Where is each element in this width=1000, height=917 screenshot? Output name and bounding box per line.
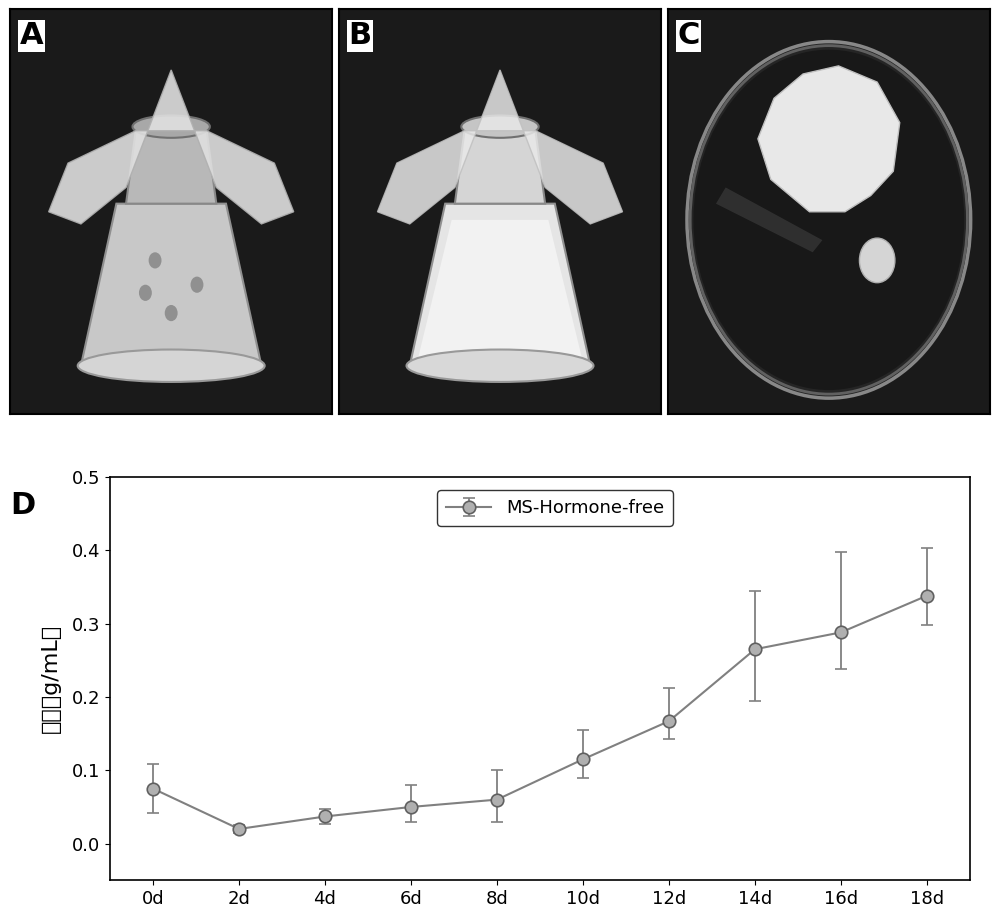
Polygon shape: [126, 131, 216, 204]
Text: C: C: [677, 21, 700, 50]
Legend: MS-Hormone-free: MS-Hormone-free: [437, 490, 673, 526]
Circle shape: [693, 50, 964, 390]
Ellipse shape: [461, 116, 539, 138]
Circle shape: [687, 41, 971, 398]
Circle shape: [149, 252, 162, 269]
Y-axis label: 鲜重（g/mL）: 鲜重（g/mL）: [41, 624, 61, 734]
Ellipse shape: [407, 349, 593, 382]
Circle shape: [191, 277, 203, 293]
Polygon shape: [416, 220, 584, 366]
Polygon shape: [49, 70, 294, 224]
Polygon shape: [455, 131, 545, 204]
Ellipse shape: [78, 349, 265, 382]
Polygon shape: [378, 70, 622, 224]
Text: A: A: [20, 21, 43, 50]
Polygon shape: [410, 204, 590, 366]
Circle shape: [859, 238, 895, 282]
Text: B: B: [348, 21, 372, 50]
Ellipse shape: [132, 116, 210, 138]
Polygon shape: [716, 187, 822, 252]
Polygon shape: [81, 204, 261, 366]
Text: D: D: [10, 491, 35, 520]
Circle shape: [139, 284, 152, 301]
Circle shape: [165, 305, 178, 321]
Polygon shape: [758, 66, 900, 212]
